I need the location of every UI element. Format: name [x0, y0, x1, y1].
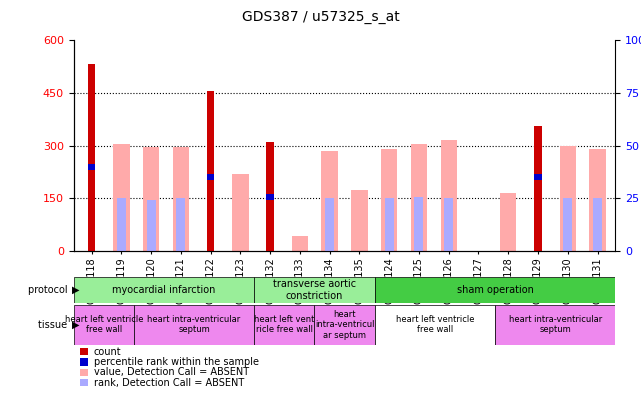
Bar [147, 200, 156, 251]
Bar [74, 277, 254, 303]
Bar [88, 64, 96, 251]
Text: heart intra-ventricular
septum: heart intra-ventricular septum [508, 315, 602, 334]
Bar [207, 174, 214, 181]
Bar [74, 305, 134, 345]
Bar [172, 147, 189, 251]
Text: GDS387 / u57325_s_at: GDS387 / u57325_s_at [242, 10, 399, 24]
Text: heart
intra-ventricul
ar septum: heart intra-ventricul ar septum [315, 310, 374, 340]
Text: heart left vent
ricle free wall: heart left vent ricle free wall [254, 315, 315, 334]
Text: transverse aortic
constriction: transverse aortic constriction [273, 279, 356, 301]
Bar [500, 193, 517, 251]
Text: percentile rank within the sample: percentile rank within the sample [94, 357, 258, 367]
Text: heart left ventricle
free wall: heart left ventricle free wall [65, 315, 143, 334]
Text: value, Detection Call = ABSENT: value, Detection Call = ABSENT [94, 367, 249, 377]
Bar [176, 198, 185, 251]
Bar [374, 277, 615, 303]
Bar [415, 197, 424, 251]
Bar [444, 198, 453, 251]
Bar [113, 144, 129, 251]
Bar [374, 305, 495, 345]
Bar [267, 194, 274, 200]
Bar [381, 149, 397, 251]
Text: ▶: ▶ [72, 285, 79, 295]
Bar [589, 149, 606, 251]
Bar [563, 198, 572, 251]
Text: sham operation: sham operation [456, 285, 533, 295]
Bar [534, 174, 542, 181]
Bar [232, 174, 249, 251]
Bar [292, 236, 308, 251]
Bar [593, 198, 602, 251]
Bar [267, 142, 274, 251]
Text: rank, Detection Call = ABSENT: rank, Detection Call = ABSENT [94, 377, 244, 388]
Text: heart intra-ventricular
septum: heart intra-ventricular septum [147, 315, 241, 334]
Text: protocol: protocol [28, 285, 71, 295]
Bar [143, 147, 159, 251]
Bar [351, 190, 367, 251]
Bar [254, 277, 374, 303]
Bar [207, 91, 214, 251]
Bar [325, 198, 334, 251]
Bar [117, 198, 126, 251]
Bar [254, 305, 315, 345]
Text: myocardial infarction: myocardial infarction [112, 285, 215, 295]
Text: ▶: ▶ [72, 320, 79, 330]
Bar [534, 126, 542, 251]
Bar [440, 140, 457, 251]
Bar [88, 164, 96, 170]
Bar [411, 144, 427, 251]
Bar [322, 151, 338, 251]
Bar [315, 305, 374, 345]
Bar [385, 198, 394, 251]
Bar [560, 145, 576, 251]
Text: count: count [94, 346, 121, 357]
Bar [495, 305, 615, 345]
Bar [134, 305, 254, 345]
Text: heart left ventricle
free wall: heart left ventricle free wall [395, 315, 474, 334]
Text: tissue: tissue [38, 320, 71, 330]
